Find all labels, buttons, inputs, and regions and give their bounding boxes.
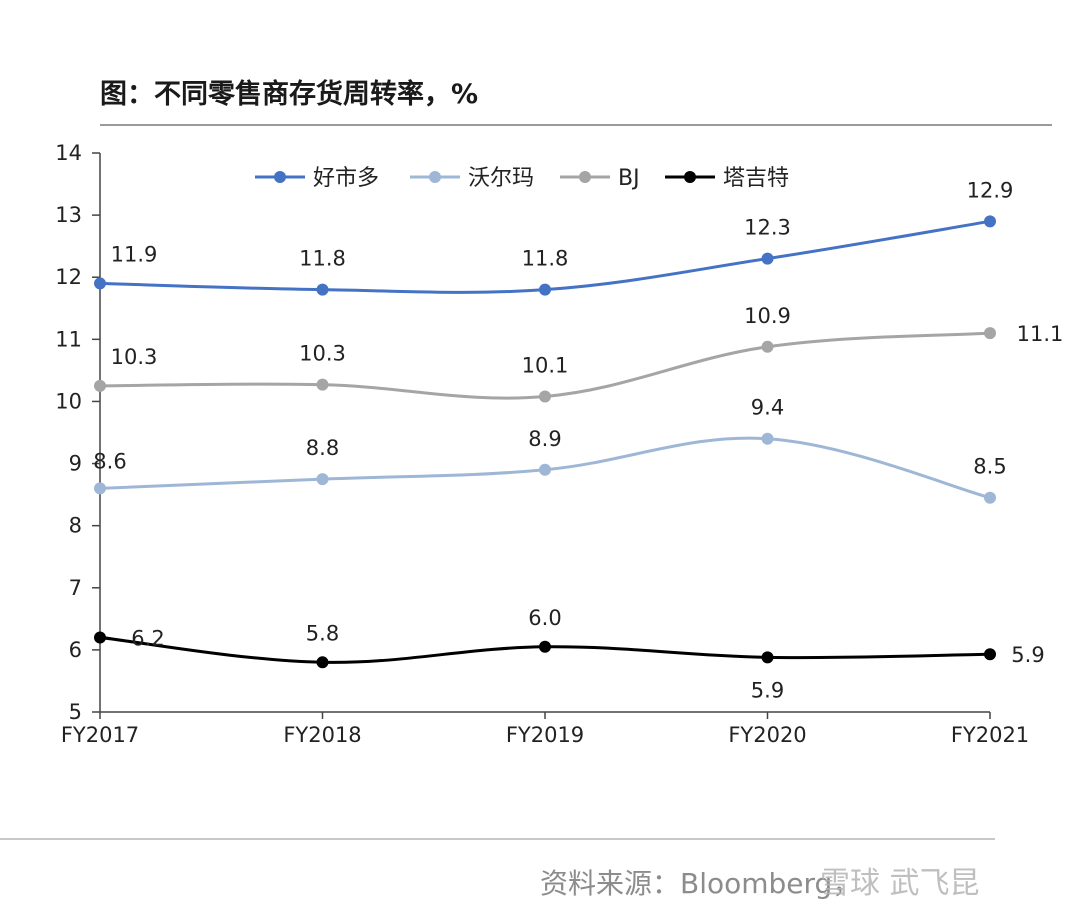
y-tick-label: 5 [69, 700, 82, 724]
data-label: 6.0 [528, 606, 561, 630]
data-label: 12.9 [967, 178, 1014, 202]
data-label: 8.8 [306, 436, 339, 460]
data-label: 10.1 [522, 353, 569, 377]
data-point [761, 651, 774, 664]
data-point [94, 379, 106, 392]
data-point [539, 463, 551, 476]
data-label: 8.9 [528, 427, 561, 451]
data-label: 5.8 [306, 621, 339, 645]
data-point [761, 432, 774, 445]
data-point [94, 482, 106, 495]
y-tick-label: 14 [55, 141, 82, 165]
chart-data-labels: 11.9 11.8 11.8 12.3 12.9 8.6 8.8 8.9 9.4 8.5 10.3 1… [93, 178, 1063, 702]
y-tick-label: 8 [69, 514, 82, 538]
data-point [316, 283, 329, 296]
y-tick-label: 11 [55, 327, 82, 351]
data-point [94, 277, 106, 290]
legend-label: 塔吉特 [723, 166, 789, 191]
data-point [984, 215, 996, 228]
legend-marker [429, 171, 441, 183]
data-point [539, 640, 551, 653]
y-tick-label: 12 [55, 265, 82, 289]
x-tick-label: FY2018 [283, 723, 361, 747]
data-point [761, 340, 774, 353]
data-point [761, 252, 774, 265]
legend-marker [274, 171, 286, 183]
data-label: 12.3 [744, 216, 791, 240]
data-label: 8.5 [973, 455, 1006, 479]
data-point [316, 473, 329, 486]
data-label: 6.2 [131, 626, 164, 650]
x-tick-label: FY2021 [951, 723, 1029, 747]
data-point [539, 283, 551, 296]
data-label: 10.9 [744, 304, 791, 328]
x-tick-label: FY2017 [61, 723, 139, 747]
watermark: 雪球 武飞昆 [820, 866, 980, 901]
data-point [984, 327, 996, 340]
data-label: 8.6 [93, 449, 126, 473]
data-point [539, 390, 551, 403]
data-label: 5.9 [1011, 643, 1044, 667]
data-label: 5.9 [751, 678, 784, 702]
x-tick-label: FY2020 [728, 723, 806, 747]
chart-title: 图：不同零售商存货周转率，% [100, 79, 479, 110]
data-point [316, 378, 329, 391]
source-note: 资料来源：Bloomberg， [540, 867, 861, 900]
legend-marker [579, 171, 591, 183]
data-point [984, 491, 996, 504]
footer-divider [0, 838, 995, 840]
data-point [984, 648, 996, 661]
data-label: 9.4 [751, 396, 784, 420]
y-tick-label: 9 [69, 452, 82, 476]
legend-marker [684, 171, 696, 183]
chart-legend: 好市多 沃尔玛 BJ 塔吉特 [255, 166, 789, 191]
legend-label: 沃尔玛 [468, 166, 534, 191]
title-divider [100, 124, 1052, 126]
data-label: 11.8 [299, 247, 346, 271]
data-point [316, 656, 329, 669]
y-tick-label: 7 [69, 576, 82, 600]
legend-label: BJ [618, 166, 640, 191]
chart-series [94, 215, 996, 669]
x-tick-label: FY2019 [506, 723, 584, 747]
data-label: 10.3 [111, 345, 158, 369]
chart-axes: 5 6 7 8 9 10 11 12 13 14 FY2017 FY2018 FY2019 FY2020 F… [55, 141, 1029, 747]
label-leader-line [105, 636, 119, 641]
legend-label: 好市多 [313, 166, 379, 191]
data-label: 11.1 [1017, 322, 1064, 346]
y-tick-label: 10 [55, 389, 82, 413]
data-label: 10.3 [299, 342, 346, 366]
data-label: 11.8 [522, 247, 569, 271]
data-point [94, 631, 106, 644]
y-tick-label: 13 [55, 203, 82, 227]
y-tick-label: 6 [69, 638, 82, 662]
data-label: 11.9 [111, 242, 158, 266]
